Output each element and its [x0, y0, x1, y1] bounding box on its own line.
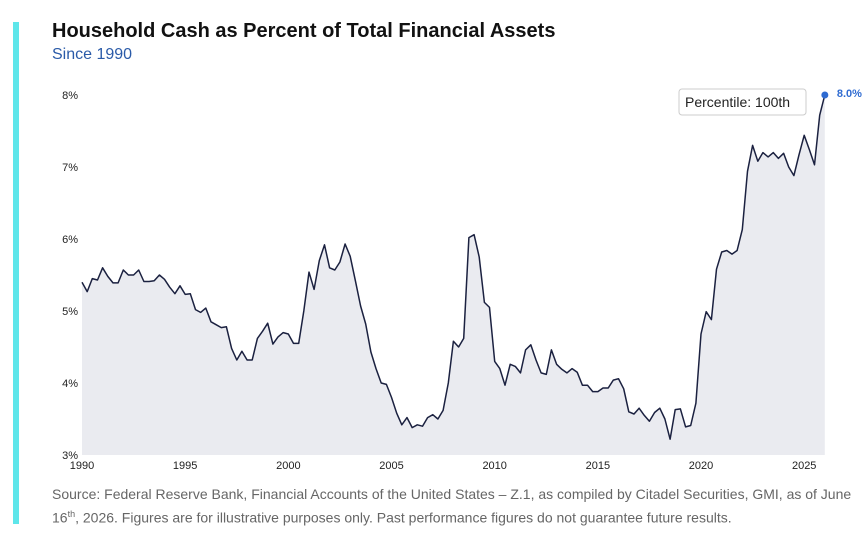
last-value-label: 8.0%	[837, 88, 862, 100]
x-tick-label: 2000	[276, 460, 300, 472]
x-tick-label: 1995	[173, 460, 197, 472]
y-tick-label: 7%	[62, 162, 78, 174]
source-text: Source: Federal Reserve Bank, Financial …	[52, 486, 852, 526]
area-fill	[82, 95, 825, 455]
chart-subtitle: Since 1990	[52, 46, 133, 63]
accent-bar	[13, 22, 19, 524]
percentile-box: Percentile: 100th	[678, 88, 807, 116]
x-tick-label: 1990	[70, 460, 94, 472]
x-tick-label: 2020	[689, 460, 713, 472]
y-tick-label: 5%	[62, 306, 78, 318]
y-tick-label: 3%	[62, 450, 78, 462]
source-superscript: th	[67, 509, 76, 519]
x-tick-label: 2025	[792, 460, 816, 472]
last-point	[821, 91, 829, 99]
x-axis: 1990 1995 2000 2005 2010 2015 2020 2025	[70, 460, 817, 472]
source-text-cont: , 2026. Figures are for illustrative pur…	[75, 509, 732, 526]
y-tick-label: 8%	[62, 90, 78, 102]
x-tick-label: 2005	[379, 460, 403, 472]
chart: 3% 4% 5% 6% 7% 8% 1990 1995 2000 2005 2010 2015 202…	[62, 88, 862, 472]
x-tick-label: 2010	[482, 460, 506, 472]
x-tick-label: 2015	[586, 460, 610, 472]
chart-title: Household Cash as Percent of Total Finan…	[52, 20, 556, 42]
source-note: Source: Federal Reserve Bank, Financial …	[52, 484, 868, 528]
y-tick-label: 6%	[62, 234, 78, 246]
y-tick-label: 4%	[62, 378, 78, 390]
y-axis: 3% 4% 5% 6% 7% 8%	[62, 90, 78, 462]
series-line	[81, 94, 826, 440]
percentile-label: Percentile: 100th	[685, 94, 790, 110]
